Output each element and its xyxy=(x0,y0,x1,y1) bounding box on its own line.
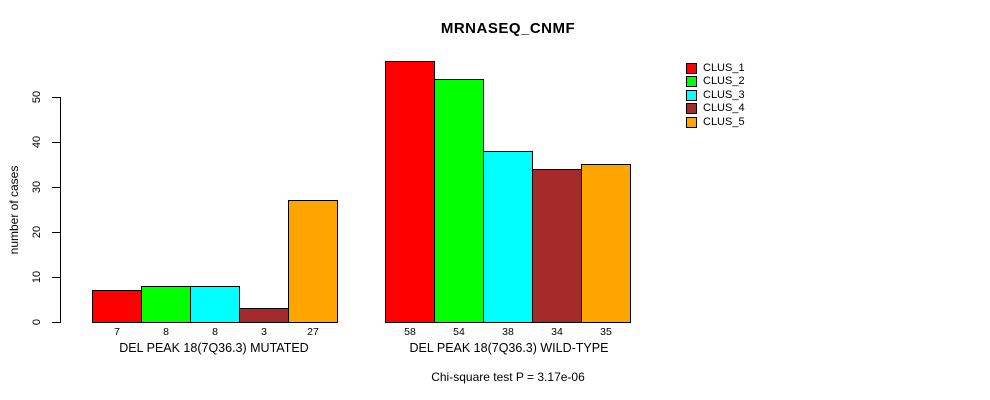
y-axis-tick-label: 30 xyxy=(31,180,43,194)
y-axis-tick-label: 0 xyxy=(31,318,43,326)
bar-clus_3-group-1 xyxy=(483,151,533,323)
bar-clus_4-group-0 xyxy=(239,308,289,323)
y-axis-tick xyxy=(52,232,60,233)
y-axis-title: number of cases xyxy=(7,165,21,255)
bar-clus_1-group-0 xyxy=(92,290,142,323)
y-axis-tick xyxy=(52,322,60,323)
legend-swatch-clus_2 xyxy=(686,76,697,87)
bar-clus_4-group-1 xyxy=(532,169,582,323)
group-label-wildtype: DEL PEAK 18(7Q36.3) WILD-TYPE xyxy=(409,341,609,355)
y-axis-line xyxy=(60,97,61,323)
legend-label-clus_4: CLUS_4 xyxy=(703,102,745,114)
bar-value-label: 34 xyxy=(551,326,563,338)
legend-swatch-clus_3 xyxy=(686,90,697,101)
chart-title: MRNASEQ_CNMF xyxy=(440,20,576,37)
legend-label-clus_2: CLUS_2 xyxy=(703,75,745,87)
bar-value-label: 3 xyxy=(261,326,267,338)
legend-label-clus_3: CLUS_3 xyxy=(703,89,745,101)
y-axis-tick-label: 50 xyxy=(31,90,43,104)
y-axis-tick-label: 20 xyxy=(31,225,43,239)
legend-swatch-clus_5 xyxy=(686,117,697,128)
group-label-mutated: DEL PEAK 18(7Q36.3) MUTATED xyxy=(119,341,309,355)
bar-clus_2-group-1 xyxy=(434,79,484,323)
bar-value-label: 27 xyxy=(307,326,319,338)
bar-value-label: 7 xyxy=(114,326,120,338)
bar-clus_3-group-0 xyxy=(190,286,240,323)
bar-clus_1-group-1 xyxy=(385,61,435,323)
legend-label-clus_5: CLUS_5 xyxy=(703,116,745,128)
bar-clus_5-group-1 xyxy=(581,164,631,323)
legend-label-clus_1: CLUS_1 xyxy=(703,62,745,74)
y-axis-tick xyxy=(52,142,60,143)
y-axis-tick xyxy=(52,187,60,188)
bar-clus_5-group-0 xyxy=(288,200,338,323)
y-axis-tick-label: 40 xyxy=(31,135,43,149)
chi-square-note: Chi-square test P = 3.17e-06 xyxy=(431,370,585,384)
bar-value-label: 38 xyxy=(502,326,514,338)
bar-clus_2-group-0 xyxy=(141,286,191,323)
bar-value-label: 58 xyxy=(404,326,416,338)
legend-swatch-clus_4 xyxy=(686,103,697,114)
bar-value-label: 8 xyxy=(212,326,218,338)
bar-value-label: 35 xyxy=(600,326,612,338)
bar-value-label: 54 xyxy=(453,326,465,338)
y-axis-tick xyxy=(52,97,60,98)
legend-swatch-clus_1 xyxy=(686,63,697,74)
y-axis-tick xyxy=(52,277,60,278)
y-axis-tick-label: 10 xyxy=(31,270,43,284)
bar-value-label: 8 xyxy=(163,326,169,338)
